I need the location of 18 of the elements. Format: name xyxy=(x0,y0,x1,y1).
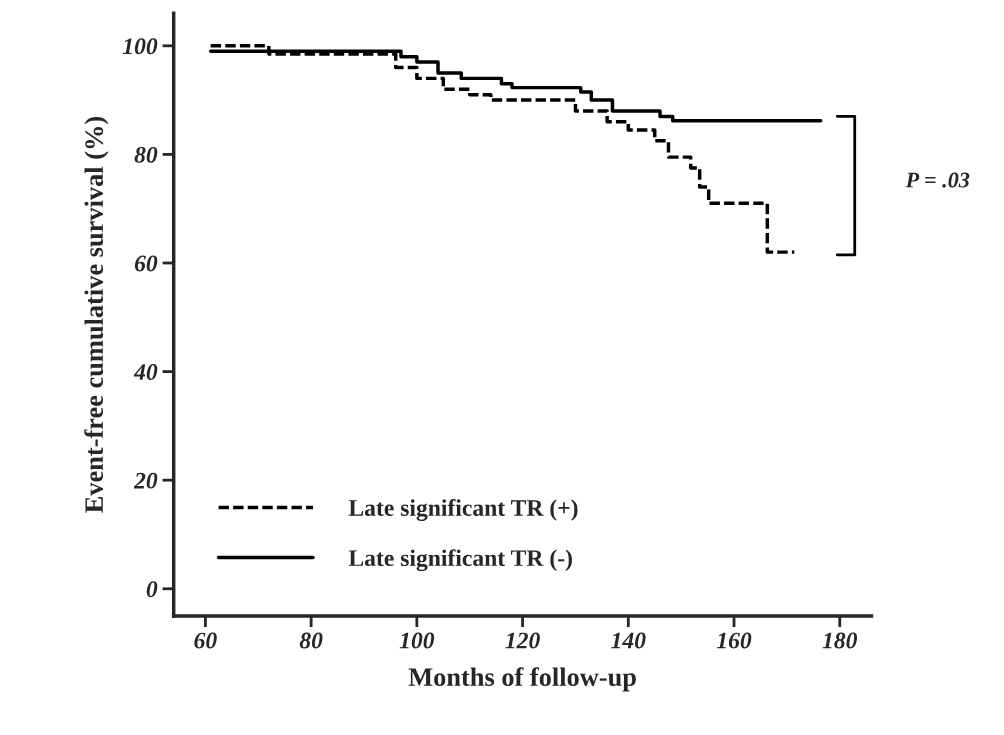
legend-label: Late significant TR (-) xyxy=(348,549,572,572)
y-tick-label: 80 xyxy=(134,146,158,163)
x-tick-label: 60 xyxy=(194,632,217,649)
text: P = .03 xyxy=(905,172,970,188)
x-axis-title: Months of follow-up xyxy=(408,667,636,692)
x-tick-label: 160 xyxy=(716,632,752,649)
legend-label: Late significant TR (+) xyxy=(348,499,578,521)
y-tick-label: 60 xyxy=(134,255,158,272)
x-tick-label: 120 xyxy=(505,632,540,649)
y-tick-label: 20 xyxy=(133,472,158,489)
y-tick-label: 40 xyxy=(133,364,158,381)
y-tick-label: 0 xyxy=(146,581,158,598)
y-tick-label: 100 xyxy=(122,38,158,55)
x-tick-label: 100 xyxy=(399,632,435,649)
x-tick-label: 140 xyxy=(611,632,646,649)
x-tick-label: 180 xyxy=(822,632,858,649)
y-axis-title: Event-free cumulative survival (%) xyxy=(84,117,109,513)
x-tick-label: 80 xyxy=(299,632,323,649)
